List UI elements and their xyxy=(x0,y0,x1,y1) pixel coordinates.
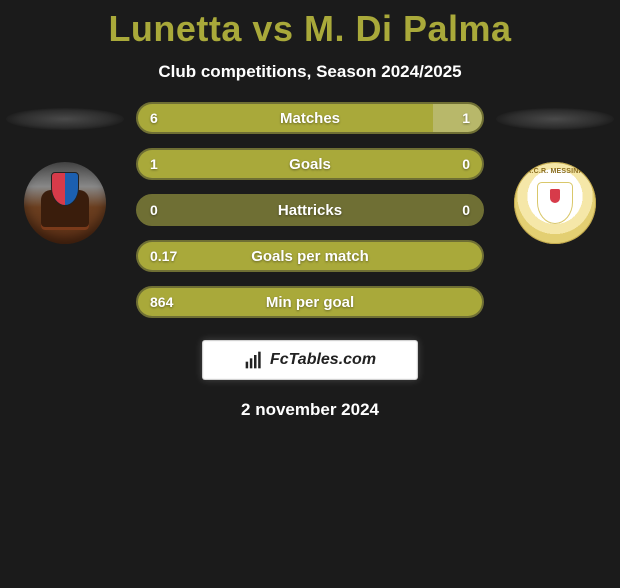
stat-label: Hattricks xyxy=(138,202,482,219)
stat-label: Matches xyxy=(138,110,482,127)
stat-label: Min per goal xyxy=(138,294,482,311)
player-shadow xyxy=(6,108,124,130)
source-text: FcTables.com xyxy=(270,351,376,369)
page-title: Lunetta vs M. Di Palma xyxy=(0,8,620,50)
stat-label: Goals xyxy=(138,156,482,173)
stat-value-right: 0 xyxy=(462,156,470,172)
stat-bar: 0Hattricks0 xyxy=(136,194,484,226)
source-attribution: FcTables.com xyxy=(202,340,418,380)
comparison-panel: 6Matches11Goals00Hattricks00.17Goals per… xyxy=(0,108,620,318)
stat-bar: 1Goals0 xyxy=(136,148,484,180)
badge-ribbon-text: A.C.R. MESSINA xyxy=(526,168,584,175)
player-shadow xyxy=(496,108,614,130)
stat-bar: 0.17Goals per match xyxy=(136,240,484,272)
stat-value-right: 0 xyxy=(462,202,470,218)
right-player-column: A.C.R. MESSINA xyxy=(496,108,614,244)
stat-bar: 6Matches1 xyxy=(136,102,484,134)
left-player-column xyxy=(6,108,124,244)
bar-chart-icon xyxy=(244,350,264,370)
stats-bars: 6Matches11Goals00Hattricks00.17Goals per… xyxy=(136,102,484,318)
right-club-badge: A.C.R. MESSINA xyxy=(514,162,596,244)
stat-value-right: 1 xyxy=(462,110,470,126)
stat-bar: 864Min per goal xyxy=(136,286,484,318)
page-subtitle: Club competitions, Season 2024/2025 xyxy=(0,62,620,82)
stat-label: Goals per match xyxy=(138,248,482,265)
left-club-badge xyxy=(24,162,106,244)
footer-date: 2 november 2024 xyxy=(0,400,620,420)
shield-icon xyxy=(538,183,572,223)
shield-icon xyxy=(51,172,79,206)
